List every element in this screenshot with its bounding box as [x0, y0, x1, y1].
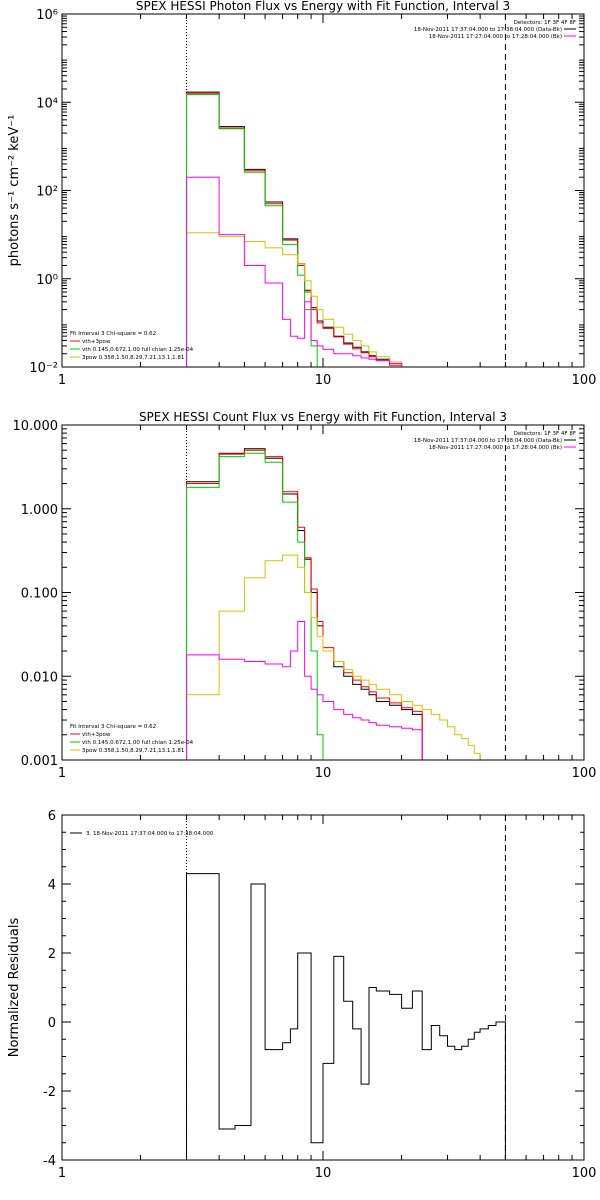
y-tick-label: -2: [43, 1085, 56, 1100]
y-tick-label: 0.010: [21, 670, 58, 685]
x-tick-label: 10: [315, 1166, 332, 1181]
x-tick-label: 1: [58, 1166, 66, 1181]
legend-top-entry: Detectors: 1F 3F 4F 8F: [514, 431, 576, 437]
x-tick-label: 1: [58, 766, 66, 781]
y-tick-label: 1.000: [21, 503, 58, 518]
y-tick-label: 10⁶: [36, 8, 58, 23]
series-vth: [186, 452, 334, 760]
y-tick-label: 2: [48, 947, 56, 962]
legend-bottom-entry: 3pow 0.358,1.50,8.29,7.21,13.1,1.81: [82, 748, 184, 754]
panel-2: SPEX HESSI Count Flux vs Energy with Fit…: [13, 410, 597, 781]
series-residuals: [186, 873, 506, 1160]
x-tick-label: 100: [572, 1166, 597, 1181]
legend-bottom-entry: vth 0.145,0.672,1.00 full chian 1.25e-04: [82, 347, 194, 353]
y-axis-label: photons s⁻¹ cm⁻² keV⁻¹: [7, 115, 22, 267]
series-vth: [186, 94, 323, 367]
y-tick-label: 10⁰: [36, 273, 58, 288]
x-tick-label: 10: [315, 373, 332, 388]
series-group: [186, 91, 413, 367]
series-group: [186, 448, 489, 760]
y-tick-label: 0.001: [21, 754, 58, 769]
series-data-bk: [186, 448, 423, 760]
series-bk: [186, 621, 423, 760]
y-tick-label: -4: [43, 1154, 56, 1169]
x-tick-label: 1: [58, 373, 66, 388]
legend-bottom-entry: Fit Interval 3 Chi-square = 0.62: [70, 331, 156, 337]
series-bk: [186, 176, 403, 367]
series-3pow: [186, 232, 413, 367]
series-group: [186, 873, 506, 1160]
legend-bottom-entry: vth 0.145,0.672,1.00 full chian 1.25e-04: [82, 740, 194, 746]
x-tick-label: 10: [315, 766, 332, 781]
y-tick-label: 0: [48, 1016, 56, 1031]
plot-frame: [61, 13, 585, 368]
panel-3: Normalized Residuals 1 10 100 -4 -2 0 2 4 6 3. 18-…: [7, 809, 596, 1181]
legend-top-entry: 18-Nov-2011 17:37:04.000 to 17:38:04.000…: [414, 27, 562, 33]
y-tick-label: 0.100: [21, 587, 58, 602]
x-tick-label: 100: [572, 373, 597, 388]
y-tick-label: 4: [48, 878, 56, 893]
y-axis-label: Normalized Residuals: [7, 918, 22, 1058]
series-3pow: [186, 554, 489, 760]
plot-frame: [61, 424, 585, 761]
chart-title: SPEX HESSI Count Flux vs Energy with Fit…: [139, 410, 507, 424]
legend-top-entry: 18-Nov-2011 17:27:04.000 to 17:28:04.000…: [429, 445, 562, 451]
x-tick-label: 100: [572, 766, 597, 781]
legend-top-entry: 3. 18-Nov-2011 17:37:04.000 to 17:38:04.…: [86, 831, 214, 837]
legend-bottom-entry: 3pow 0.358,1.50,8.29,7.21,13.1,1.81: [82, 355, 184, 361]
plot-frame: [61, 814, 585, 1161]
legend-top-entry: Detectors: 1F 3F 4F 8F: [514, 20, 576, 26]
legend-top-entry: 18-Nov-2011 17:27:04.000 to 17:28:04.000…: [429, 34, 562, 40]
legend-top-entry: 18-Nov-2011 17:37:04.000 to 17:38:04.000…: [414, 438, 562, 444]
y-tick-label: 6: [48, 809, 56, 824]
series-vth-3pow: [186, 449, 423, 760]
legend-bottom-entry: vth+3pow: [82, 339, 111, 345]
y-tick-label: 10.000: [13, 419, 59, 434]
panel-1: SPEX HESSI Photon Flux vs Energy with Fi…: [7, 0, 596, 388]
y-tick-label: 10²: [36, 185, 58, 200]
chart-title: SPEX HESSI Photon Flux vs Energy with Fi…: [136, 0, 510, 13]
y-tick-label: 10⁴: [36, 96, 58, 111]
legend-bottom-entry: Fit Interval 3 Chi-square = 0.62: [70, 724, 156, 730]
legend-bottom-entry: vth+3pow: [82, 732, 111, 738]
y-tick-label: 10⁻²: [29, 361, 58, 376]
